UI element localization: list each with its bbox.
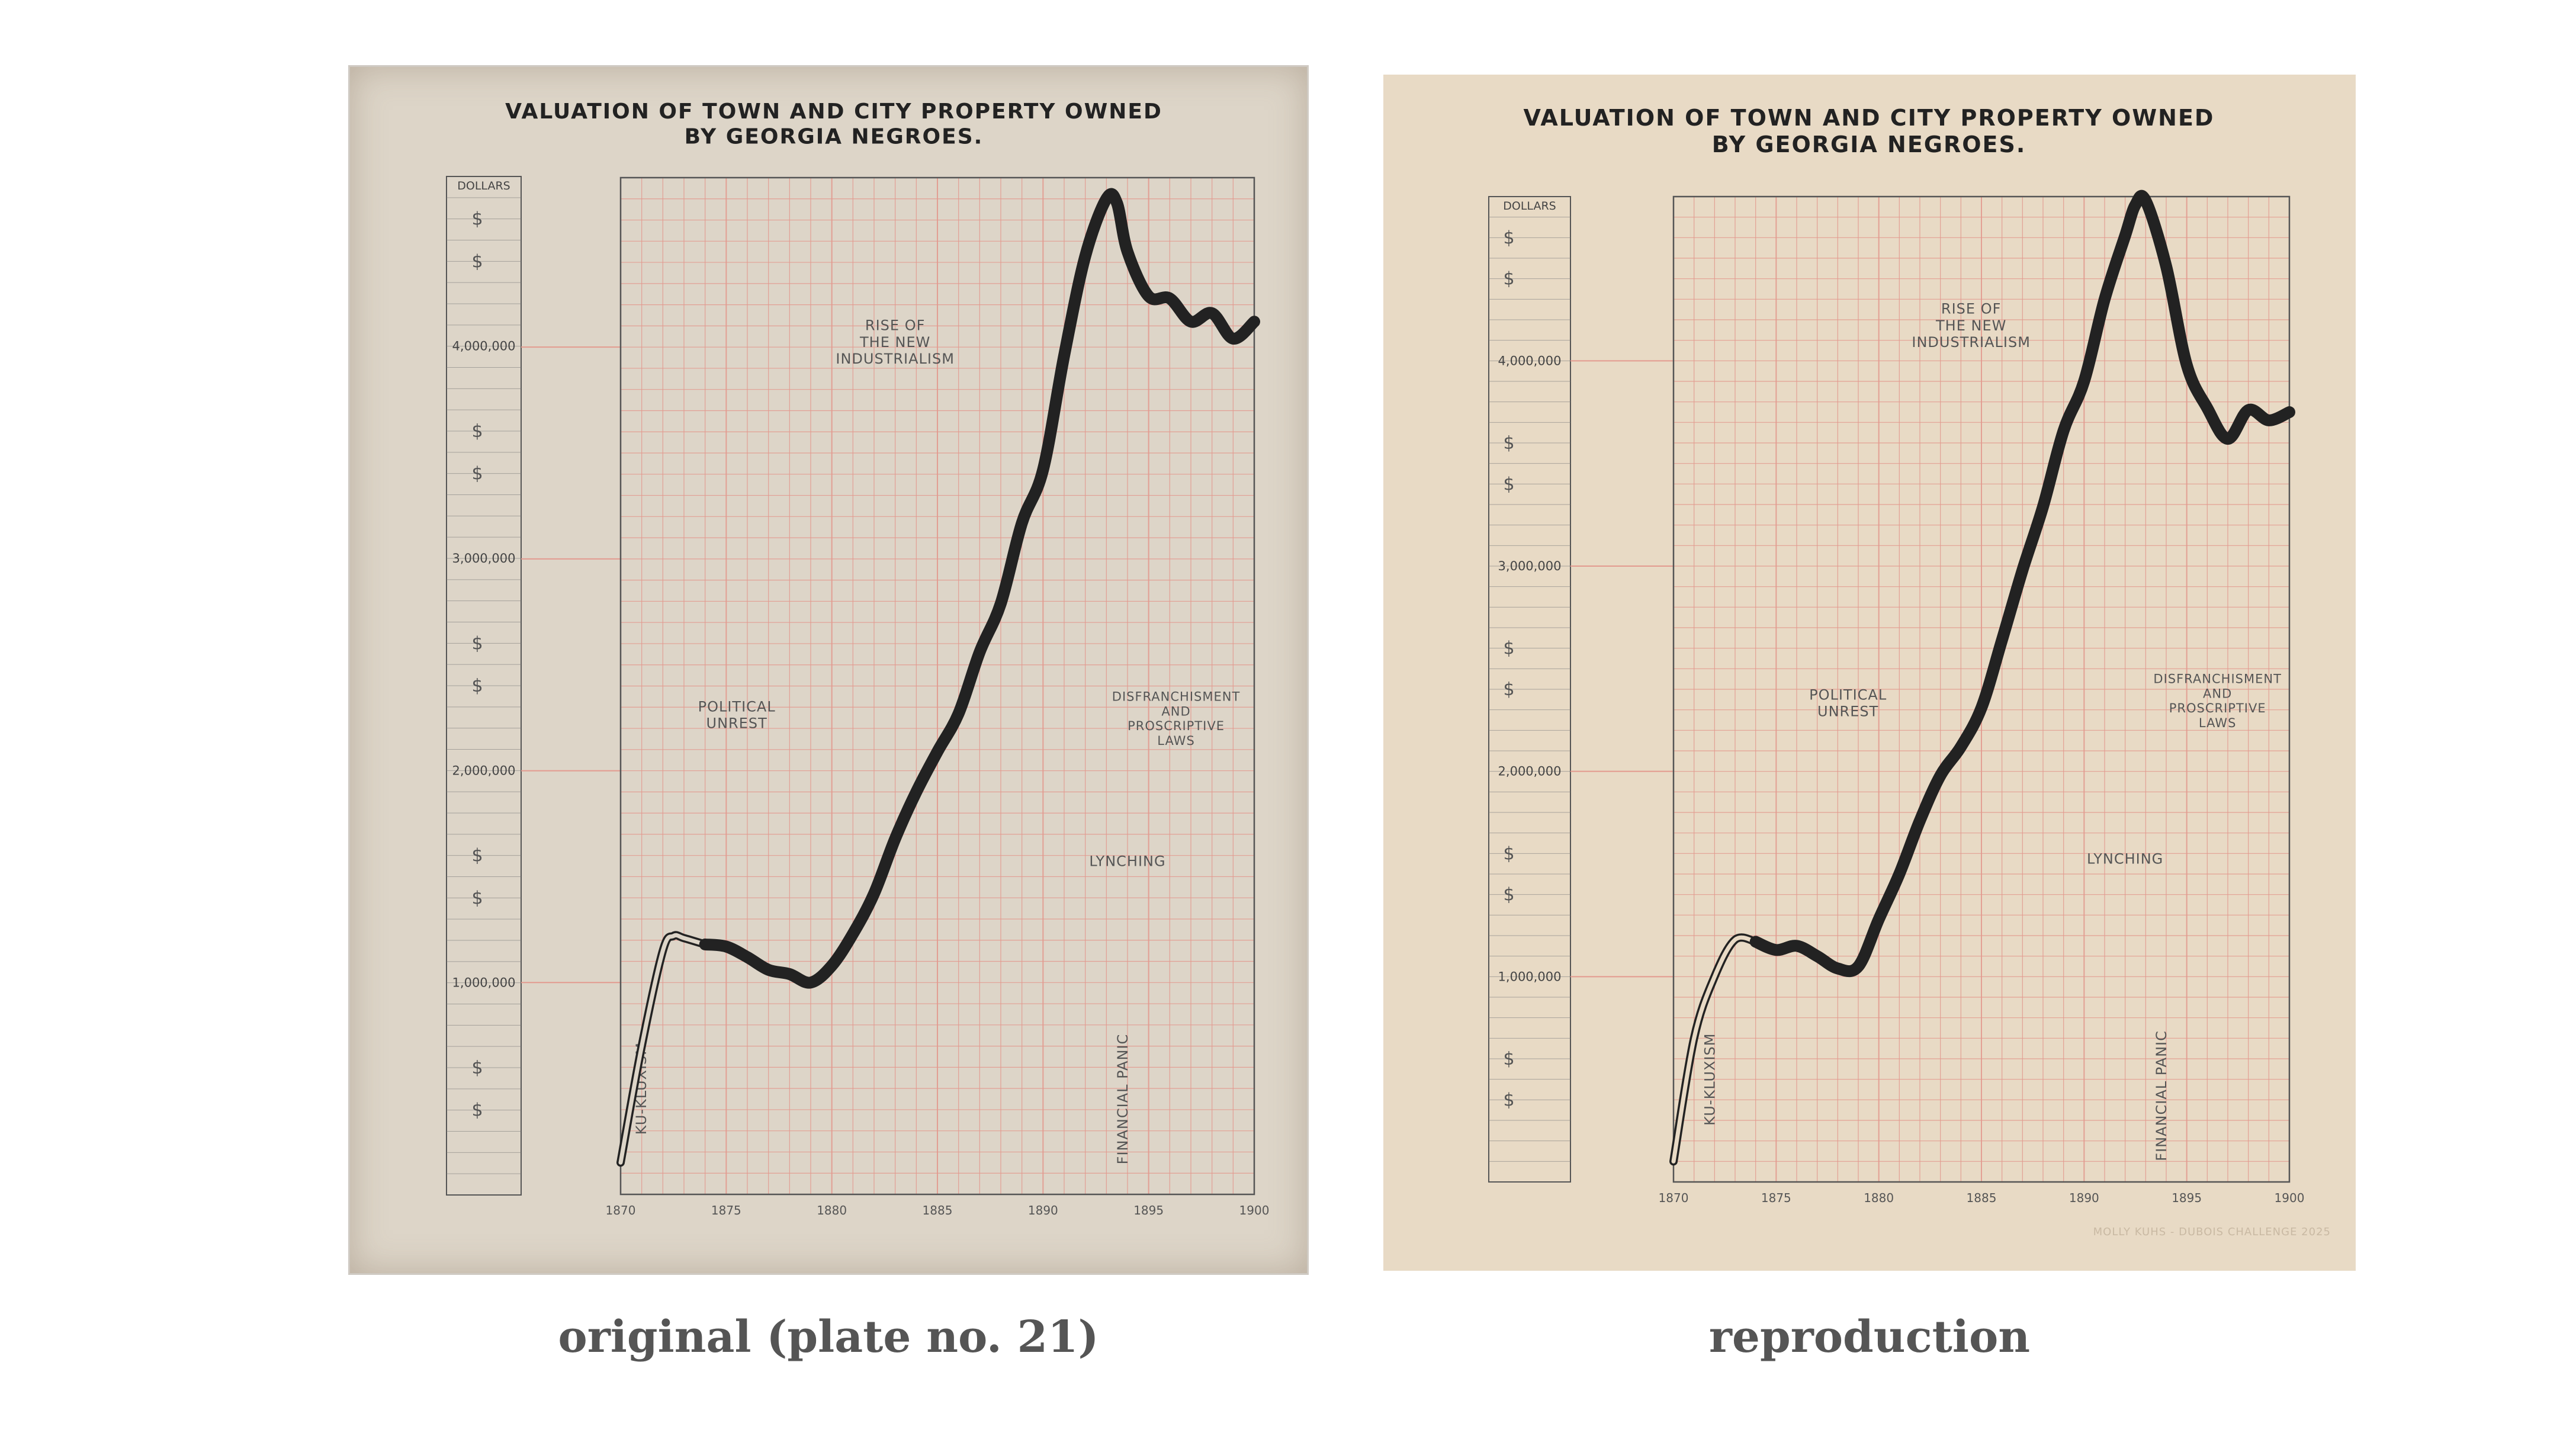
x-tick-label: 1880	[1864, 1191, 1894, 1205]
annotation-label: POLITICAL UNREST	[698, 698, 776, 731]
dollar-mark: $	[471, 209, 483, 230]
annotation-label: KU-KLUXISM	[1701, 1033, 1718, 1126]
plot-frame	[1672, 195, 2291, 1183]
dollar-mark: $	[1503, 885, 1514, 905]
dollar-mark: $	[471, 846, 483, 866]
y-tick-label: 3,000,000	[452, 551, 516, 566]
x-tick-label: 1870	[606, 1203, 636, 1217]
annotation-label: LYNCHING	[1089, 853, 1165, 870]
x-tick-label: 1880	[817, 1203, 847, 1217]
annotation-label: POLITICAL UNREST	[1809, 686, 1887, 719]
plot-grid	[620, 177, 1255, 1195]
y-tick-label: 1,000,000	[452, 976, 516, 990]
original-chart-panel: VALUATION OF TOWN AND CITY PROPERTY OWNE…	[348, 65, 1309, 1275]
x-tick-label: 1895	[1133, 1203, 1164, 1217]
y-tick-label: 4,000,000	[1498, 354, 1562, 368]
x-tick-label: 1890	[2069, 1191, 2099, 1205]
reproduction-chart-svg: VALUATION OF TOWN AND CITY PROPERTY OWNE…	[1488, 105, 2331, 1238]
annotation-label: FINANCIAL PANIC	[2153, 1030, 2170, 1161]
x-tick-label: 1870	[1659, 1191, 1689, 1205]
series-line-early-inner	[1671, 935, 1758, 1164]
y-tick-label: 2,000,000	[452, 763, 516, 777]
reproduction-chart-panel: VALUATION OF TOWN AND CITY PROPERTY OWNE…	[1383, 75, 2356, 1271]
dollar-mark: $	[471, 888, 483, 908]
annotation-label: FINANCIAL PANIC	[1114, 1034, 1131, 1165]
annotation-label: RISE OF THE NEW INDUSTRIALISM	[836, 317, 955, 368]
x-tick-label: 1875	[711, 1203, 741, 1217]
dollar-mark: $	[471, 1058, 483, 1078]
series-line	[699, 188, 1260, 989]
y-tick-label: 4,000,000	[452, 339, 516, 354]
dollar-mark: $	[1503, 638, 1514, 659]
dollar-mark: $	[1503, 433, 1514, 454]
x-tick-label: 1900	[1239, 1203, 1270, 1217]
annotation-label: RISE OF THE NEW INDUSTRIALISM	[1912, 301, 2031, 351]
dollar-mark: $	[471, 251, 483, 272]
dollar-mark: $	[471, 464, 483, 484]
series-line	[1749, 189, 2295, 978]
dollar-mark: $	[1503, 1049, 1514, 1069]
chart-title: VALUATION OF TOWN AND CITY PROPERTY OWNE…	[1524, 105, 2215, 158]
x-tick-label: 1890	[1028, 1203, 1058, 1217]
y-tick-label: 1,000,000	[1498, 969, 1562, 984]
dollar-mark: $	[1503, 843, 1514, 864]
dollar-mark: $	[1503, 679, 1514, 700]
x-tick-label: 1895	[2172, 1191, 2202, 1205]
y-axis-label: DOLLARS	[457, 179, 510, 192]
x-tick-label: 1875	[1761, 1191, 1791, 1205]
y-tick-label: 2,000,000	[1498, 764, 1562, 779]
dollar-mark: $	[1503, 1090, 1514, 1110]
plot-frame	[619, 176, 1255, 1196]
annotation-label: DISFRANCHISMENT AND PROSCRIPTIVE LAWS	[1112, 690, 1240, 748]
credit-text: MOLLY KUHS - DUBOIS CHALLENGE 2025	[2093, 1226, 2331, 1238]
dollar-mark: $	[471, 676, 483, 696]
annotation-label: DISFRANCHISMENT AND PROSCRIPTIVE LAWS	[2153, 672, 2282, 730]
caption-original: original (plate no. 21)	[558, 1312, 1099, 1363]
reproduction-paper	[1383, 75, 2356, 1271]
x-tick-label: 1885	[1967, 1191, 1997, 1205]
original-chart-svg: VALUATION OF TOWN AND CITY PROPERTY OWNE…	[446, 99, 1270, 1217]
x-tick-label: 1900	[2275, 1191, 2305, 1205]
dollar-mark: $	[471, 633, 483, 654]
dollar-mark: $	[471, 421, 483, 442]
annotation-label: LYNCHING	[2087, 851, 2163, 868]
chart-title: VALUATION OF TOWN AND CITY PROPERTY OWNE…	[505, 99, 1162, 149]
y-axis-label: DOLLARS	[1503, 200, 1556, 213]
caption-reproduction: reproduction	[1708, 1312, 2031, 1363]
dollar-mark: $	[1503, 269, 1514, 290]
series-line-early-inner	[618, 933, 708, 1165]
dollar-mark: $	[1503, 227, 1514, 248]
y-tick-label: 3,000,000	[1498, 559, 1562, 573]
dollar-mark: $	[471, 1100, 483, 1121]
dollar-mark: $	[1503, 474, 1514, 494]
x-tick-label: 1885	[923, 1203, 953, 1217]
